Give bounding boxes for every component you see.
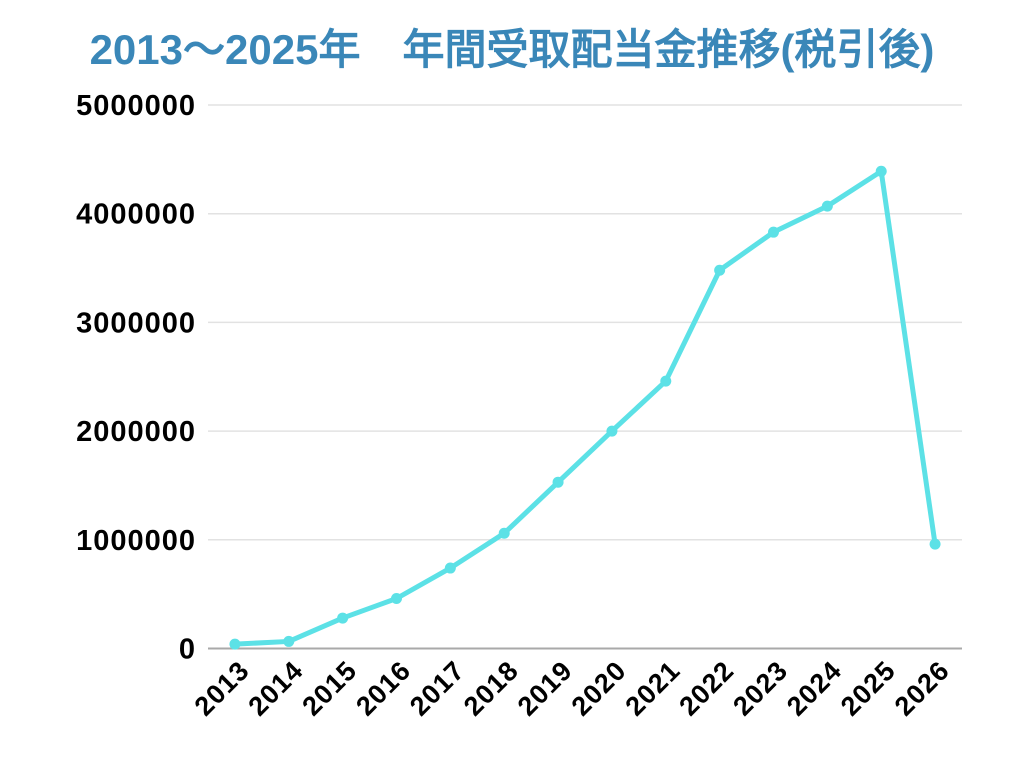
data-point-2023 bbox=[768, 226, 779, 238]
x-axis-tick-label-2019: 2019 bbox=[512, 655, 579, 722]
x-axis-tick-label-2013: 2013 bbox=[189, 655, 256, 722]
y-axis-tick-label-3000000: 3000000 bbox=[76, 307, 196, 339]
data-point-2019 bbox=[552, 476, 564, 488]
y-axis-tick-label-1000000: 1000000 bbox=[76, 525, 196, 557]
data-point-2015 bbox=[337, 612, 349, 624]
data-point-2013 bbox=[229, 638, 241, 650]
data-point-2024 bbox=[821, 200, 833, 212]
y-axis-tick-label-5000000: 5000000 bbox=[76, 90, 196, 122]
x-axis-tick-label-2016: 2016 bbox=[350, 655, 417, 722]
data-point-2018 bbox=[498, 527, 510, 539]
data-point-2022 bbox=[714, 264, 726, 276]
x-axis-tick-label-2026: 2026 bbox=[889, 655, 956, 722]
data-point-2025 bbox=[875, 165, 887, 177]
x-axis-tick-label-2017: 2017 bbox=[404, 655, 471, 722]
data-point-2017 bbox=[444, 562, 456, 574]
x-axis-tick-label-2024: 2024 bbox=[781, 655, 848, 722]
data-point-2016 bbox=[391, 592, 402, 604]
y-axis-tick-label-4000000: 4000000 bbox=[76, 199, 196, 231]
data-point-2026 bbox=[929, 538, 941, 550]
x-axis-tick-label-2025: 2025 bbox=[835, 655, 902, 722]
dividend-trend-line bbox=[232, 168, 938, 647]
data-point-2020 bbox=[606, 425, 618, 437]
x-axis-tick-label-2023: 2023 bbox=[727, 655, 794, 722]
y-axis-tick-label-0: 0 bbox=[179, 634, 196, 666]
x-axis-tick-label-2021: 2021 bbox=[620, 655, 687, 722]
data-point-2014 bbox=[283, 635, 295, 647]
x-axis-tick-label-2015: 2015 bbox=[296, 655, 363, 722]
x-axis-tick-label-2014: 2014 bbox=[243, 655, 310, 722]
x-axis-tick-label-2020: 2020 bbox=[566, 655, 633, 722]
y-axis-tick-label-2000000: 2000000 bbox=[76, 416, 196, 448]
x-axis-tick-label-2018: 2018 bbox=[458, 655, 525, 722]
data-point-2021 bbox=[660, 375, 672, 387]
chart-title: 2013～2025年 年間受取配当金推移(税引後) bbox=[89, 26, 935, 73]
x-axis-tick-label-2022: 2022 bbox=[673, 655, 740, 722]
